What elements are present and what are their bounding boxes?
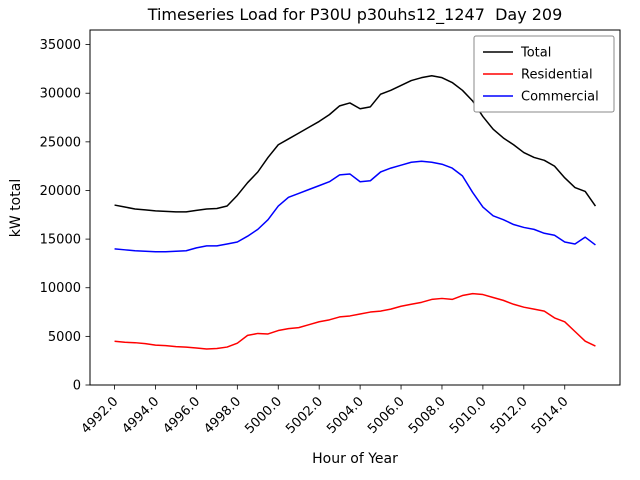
y-tick-label: 30000 [40, 87, 81, 102]
x-tick-label: 4996.0 [160, 394, 203, 437]
legend: Total Residential Commercial [473, 35, 615, 113]
x-tick-label: 5010.0 [447, 394, 490, 437]
x-tick-label: 4998.0 [201, 394, 244, 437]
x-tick-label: 5000.0 [242, 394, 285, 437]
y-tick-label: 25000 [40, 135, 81, 150]
legend-label-residential: Residential [521, 68, 593, 83]
legend-label-commercial: Commercial [521, 90, 599, 105]
x-tick-label: 5002.0 [283, 394, 326, 437]
x-tick-label: 5012.0 [488, 394, 531, 437]
y-tick-label: 35000 [40, 38, 81, 53]
y-tick-label: 5000 [48, 330, 81, 345]
x-tick-label: 5014.0 [529, 394, 572, 437]
plot-border [89, 29, 621, 386]
y-tick-label: 20000 [40, 184, 81, 199]
x-tick-label: 5008.0 [406, 394, 449, 437]
x-tick-label: 4994.0 [120, 394, 163, 437]
x-axis-label: Hour of Year [312, 451, 398, 467]
legend-frame [473, 35, 615, 113]
y-tick-label: 15000 [40, 233, 81, 248]
plot-area: 0 5000 10000 15000 20000 25000 30000 35000 4992.… [40, 29, 621, 437]
series-line-residential [114, 292, 596, 350]
x-tick-label: 5004.0 [324, 394, 367, 437]
series-line-total [114, 74, 597, 213]
x-tick-label: 5006.0 [365, 394, 408, 437]
y-axis-label: kW total [8, 179, 24, 237]
series-line-commercial [114, 160, 596, 253]
y-tick-label: 0 [73, 379, 81, 394]
legend-label-total: Total [520, 46, 551, 61]
chart-title: Timeseries Load for P30U p30uhs12_1247 D… [147, 5, 563, 25]
y-tick-label: 10000 [40, 281, 81, 296]
x-tick-label: 4992.0 [79, 394, 122, 437]
